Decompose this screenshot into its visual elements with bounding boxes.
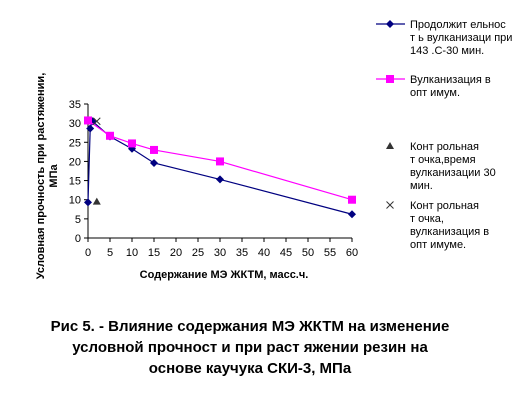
legend-marker — [386, 20, 394, 28]
x-tick-label: 35 — [236, 247, 248, 259]
legend-label: Вулканизация в — [410, 74, 491, 86]
x-tick-label: 45 — [280, 247, 292, 259]
legend-label: опт имум. — [410, 87, 460, 99]
data-point — [216, 157, 224, 166]
y-tick-label: 20 — [69, 156, 81, 168]
data-point — [216, 175, 224, 184]
caption-line-1: Рис 5. - Влияние содержания МЭ ЖКТМ на и… — [50, 318, 450, 335]
legend-marker — [386, 142, 394, 149]
legend-label: Конт рольная — [410, 141, 479, 153]
x-tick-label: 15 — [148, 247, 160, 259]
x-tick-label: 40 — [258, 247, 270, 259]
data-point — [92, 117, 101, 126]
x-tick-label: 25 — [192, 247, 204, 259]
y-tick-label: 35 — [69, 99, 81, 111]
caption-line-2: условной прочност и при раст яжении рези… — [72, 339, 428, 356]
data-point — [84, 116, 92, 125]
legend-label: т ь вулканизаци при — [410, 32, 512, 44]
legend-label: 143 .С-30 мин. — [410, 45, 484, 57]
x-tick-label: 10 — [126, 247, 138, 259]
x-tick-label: 0 — [85, 247, 91, 259]
x-tick-label: 30 — [214, 247, 226, 259]
caption-line-3: основе каучука СКИ-3, МПа — [148, 360, 352, 377]
y-tick-label: 15 — [69, 176, 81, 188]
legend-label: вулканизация в — [410, 226, 489, 238]
legend-label: вулканизации 30 — [410, 167, 496, 179]
series-line-0 — [87, 120, 353, 215]
legend-label: опт имуме. — [410, 239, 466, 251]
legend-label: т очка, — [410, 213, 444, 225]
y-tick-label: 25 — [69, 137, 81, 149]
y-axis-title-line: МПа — [48, 164, 60, 188]
data-point — [150, 158, 158, 167]
legend-marker — [386, 75, 394, 83]
y-tick-label: 10 — [69, 195, 81, 207]
data-point — [348, 195, 356, 204]
data-point — [92, 197, 101, 205]
data-point — [348, 210, 356, 219]
x-axis-title: Содержание МЭ ЖКТМ, масс.ч. — [140, 269, 309, 281]
legend-label: Конт рольная — [410, 200, 479, 212]
y-tick-label: 30 — [69, 118, 81, 130]
legend-label: т очка,время — [410, 154, 476, 166]
x-tick-label: 60 — [346, 247, 358, 259]
y-tick-label: 5 — [75, 214, 81, 226]
x-tick-label: 55 — [324, 247, 336, 259]
data-point — [106, 131, 114, 140]
x-tick-label: 20 — [170, 247, 182, 259]
x-tick-label: 50 — [302, 247, 314, 259]
legend-label: мин. — [410, 180, 433, 192]
data-point — [128, 139, 136, 148]
x-tick-label: 5 — [107, 247, 113, 259]
legend-label: Продолжит ельнос — [410, 19, 506, 31]
y-axis-title-line: Условная прочность при растяжении, — [35, 73, 47, 280]
data-point — [86, 124, 95, 133]
legend-marker — [386, 201, 394, 209]
figure-caption: Рис 5. - Влияние содержания МЭ ЖКТМ на и… — [30, 316, 470, 379]
data-point — [84, 198, 92, 207]
data-point — [150, 145, 158, 154]
y-tick-label: 0 — [75, 233, 81, 245]
